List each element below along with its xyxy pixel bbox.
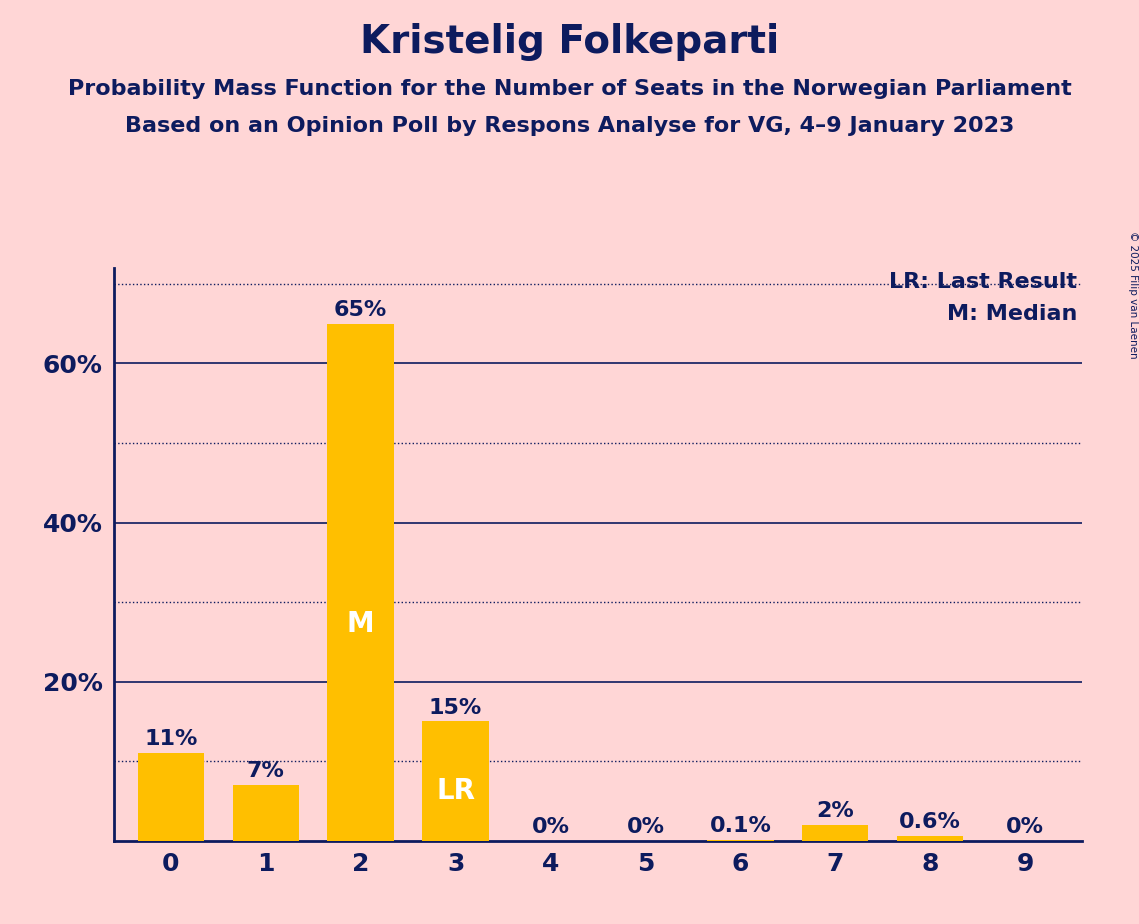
Text: M: M [347,610,375,638]
Bar [328,323,394,841]
Text: 65%: 65% [334,299,387,320]
Bar [898,836,964,841]
Text: 0%: 0% [1006,817,1044,837]
Text: LR: Last Result: LR: Last Result [890,272,1077,292]
Bar [138,753,204,841]
Text: 15%: 15% [429,698,482,718]
Text: 0%: 0% [532,817,570,837]
Text: 0.6%: 0.6% [900,812,961,833]
Text: © 2025 Filip van Laenen: © 2025 Filip van Laenen [1129,231,1138,359]
Text: LR: LR [436,777,475,805]
Text: M: Median: M: Median [947,304,1077,323]
Text: Kristelig Folkeparti: Kristelig Folkeparti [360,23,779,61]
Text: Probability Mass Function for the Number of Seats in the Norwegian Parliament: Probability Mass Function for the Number… [67,79,1072,99]
Text: 11%: 11% [145,729,197,749]
Text: 0%: 0% [626,817,664,837]
Text: 2%: 2% [817,801,854,821]
Text: 0.1%: 0.1% [710,816,771,836]
Text: 7%: 7% [247,761,285,781]
Bar [232,785,298,841]
Bar [423,722,489,841]
Text: Based on an Opinion Poll by Respons Analyse for VG, 4–9 January 2023: Based on an Opinion Poll by Respons Anal… [125,116,1014,136]
Bar [802,825,869,841]
